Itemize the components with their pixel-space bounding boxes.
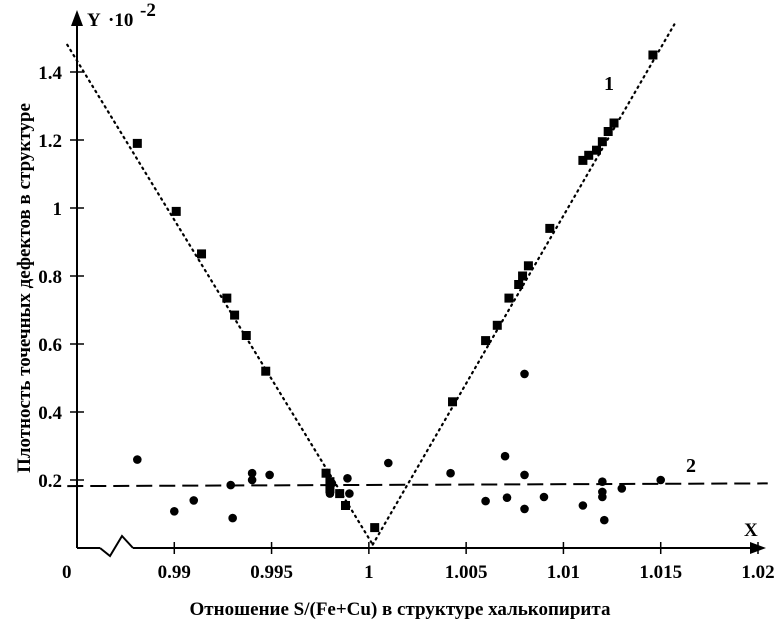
series-1-point [597, 137, 607, 147]
series-2-point [502, 493, 512, 502]
series-2-point [599, 515, 609, 525]
series-1-point [171, 206, 181, 216]
y-axis-arrow [71, 10, 83, 26]
x-tick-label: 0.99 [158, 562, 191, 583]
data-points [132, 50, 666, 533]
y-tick-label: 0.2 [38, 471, 62, 492]
series-1-point [132, 138, 142, 148]
series-1-point [197, 249, 207, 259]
series-2-point [520, 369, 529, 379]
series-2-point [656, 475, 666, 485]
series-1-point [261, 366, 271, 376]
series-2-point [228, 513, 237, 523]
series-2-point [325, 489, 335, 498]
x-ticks: 0.99 0.995 1 1.005 1.01 1.015 1.02 [158, 542, 775, 583]
y-axis-multiplier: ·10 [108, 10, 133, 31]
series-2-point [265, 470, 274, 480]
series-2-point [520, 470, 529, 480]
series-2-point [481, 496, 490, 506]
series-1-fit-line [66, 43, 374, 546]
series-1-point [523, 261, 533, 271]
series-2-point [578, 501, 588, 510]
x-axis-letter: X [744, 520, 758, 541]
series-2-point [520, 504, 529, 514]
y-tick-label: 0.4 [38, 403, 62, 424]
series-1-point [592, 145, 602, 155]
series-1-point [481, 336, 491, 346]
series-2-point [598, 477, 607, 487]
series-2-point [345, 489, 354, 498]
series-2-point [539, 492, 549, 502]
series-1-point [578, 155, 588, 165]
series-2-point [133, 455, 142, 464]
fit-lines [66, 23, 768, 546]
y-tick-label: 0.6 [38, 335, 62, 356]
series-2-point [327, 479, 337, 488]
axis-origin-label: 0 [62, 562, 72, 583]
y-axis-letter: Y [87, 10, 101, 31]
series-1-fit-line [371, 23, 676, 546]
series-2-point [247, 475, 257, 485]
y-tick-label: 1 [53, 199, 63, 220]
x-tick-label: 0.995 [250, 562, 293, 583]
series-2-point [446, 468, 455, 478]
series-1-point [603, 127, 613, 136]
series-1-point [370, 523, 380, 533]
series-2-point [226, 480, 236, 490]
series-2-label: 2 [686, 455, 696, 477]
series-1-point [514, 280, 524, 289]
series-1-point [325, 484, 335, 493]
series-1-point [335, 489, 345, 499]
x-tick-label: 1.005 [445, 562, 488, 583]
x-tick-label: 1.015 [639, 562, 682, 583]
x-tick-label: 1 [364, 562, 374, 583]
y-tick-label: 1.2 [38, 131, 62, 152]
series-1-point [321, 468, 331, 478]
y-tick-label: 1.4 [38, 63, 62, 84]
series-1-point [341, 501, 351, 510]
x-axis-break [99, 534, 134, 558]
series-1-point [222, 293, 232, 303]
series-2-point [384, 458, 393, 468]
series-2-point [247, 468, 257, 478]
series-2-point [500, 451, 510, 461]
y-axis-title: Плотность точечных дефектов в структуре [14, 103, 35, 473]
x-axis-title: Отношение S/(Fe+Cu) в структуре халькопи… [190, 599, 611, 620]
series-2-point [189, 496, 199, 505]
y-axis-multiplier-exponent: -2 [140, 0, 156, 21]
series-1-point [448, 397, 458, 407]
series-2-fit-line [67, 482, 768, 488]
series-1-point [504, 293, 514, 303]
series-1-point [584, 150, 594, 160]
series-1-point [241, 331, 251, 340]
series-1-point [492, 320, 502, 330]
series-2-point [169, 506, 179, 516]
series-1-point [648, 50, 658, 60]
series-2-point [617, 484, 627, 493]
series-2-point [598, 492, 607, 502]
x-tick-label: 1.02 [741, 562, 774, 583]
series-1-point [518, 271, 528, 281]
series-1-point [230, 310, 240, 320]
y-ticks: 0.2 0.4 0.6 0.8 1 1.2 1.4 [38, 63, 84, 492]
series-2-point [343, 474, 352, 483]
x-tick-label: 1.01 [547, 562, 580, 583]
series-1-point [609, 118, 619, 128]
series-1-point [545, 223, 555, 233]
axes [71, 10, 766, 558]
series-1-label: 1 [604, 73, 614, 95]
y-tick-label: 0.8 [38, 267, 62, 288]
